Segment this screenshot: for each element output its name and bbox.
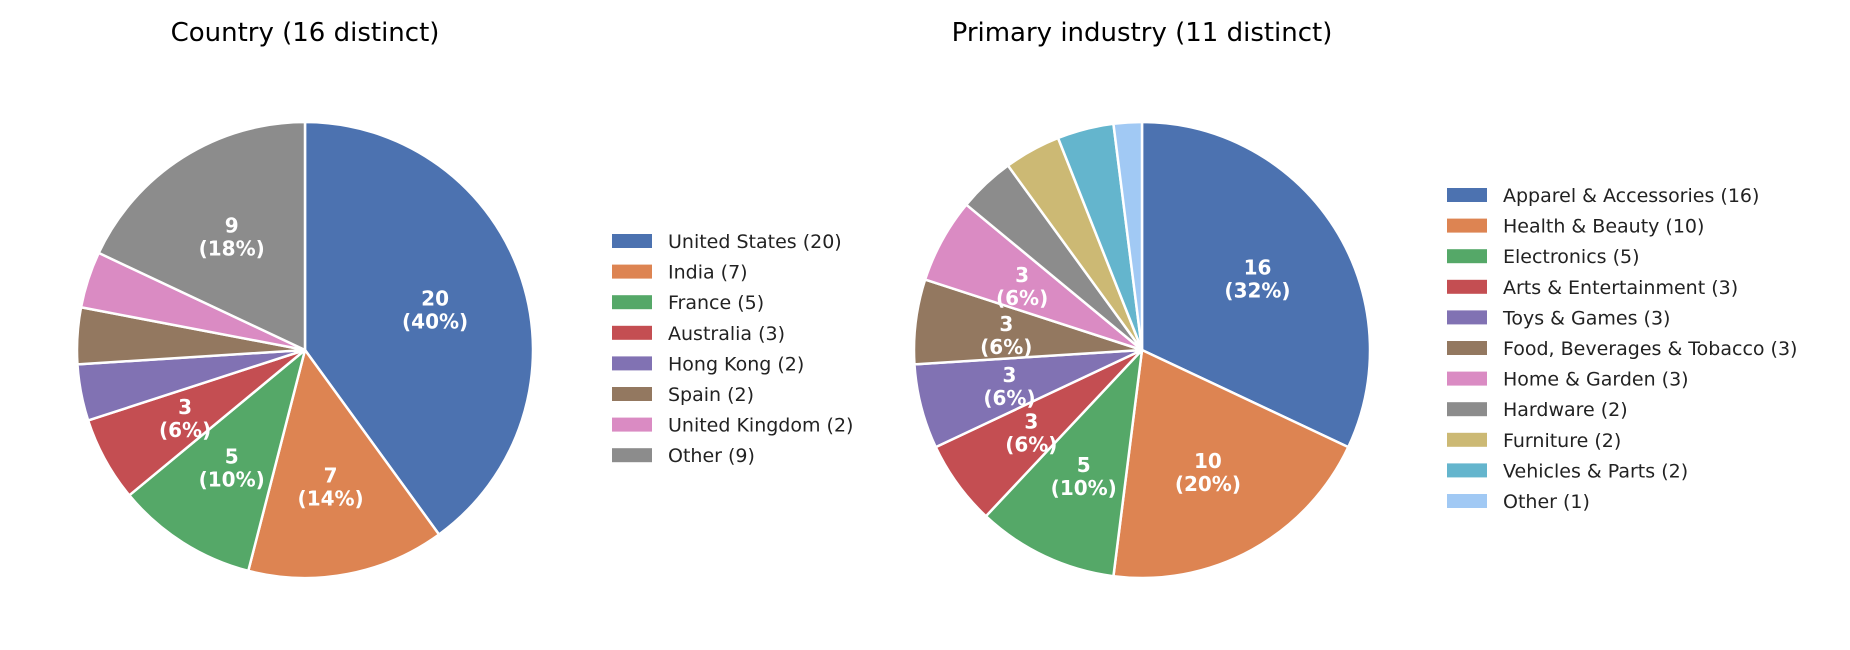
pie-slice (984, 348, 1144, 578)
slice-percent-label: (6%) (159, 418, 211, 442)
legend-label: United Kingdom (2) (668, 415, 853, 437)
legend-swatch (612, 295, 652, 310)
legend-label: Furniture (2) (1503, 430, 1621, 452)
slice-percent-label: (18%) (199, 236, 265, 260)
legend-swatch (1447, 463, 1487, 478)
slice-value-label: 3 (1024, 409, 1038, 433)
slice-percent-label: (6%) (983, 386, 1035, 410)
legend-label: Hardware (2) (1503, 399, 1628, 421)
slice-value-label: 5 (1077, 453, 1091, 477)
legend-swatch (1447, 279, 1487, 294)
slice-percent-label: (32%) (1224, 279, 1290, 303)
legend-label: Home & Garden (3) (1503, 369, 1689, 391)
slice-percent-label: (6%) (980, 335, 1032, 359)
slice-percent-label: (6%) (1005, 432, 1057, 456)
legend-swatch (1447, 188, 1487, 202)
slice-percent-label: (10%) (1051, 476, 1117, 500)
slice-value-label: 10 (1194, 449, 1222, 473)
legend-swatch (1447, 402, 1487, 417)
legend-swatch (1447, 432, 1487, 447)
legend-label: France (5) (668, 292, 764, 314)
slice-value-label: 7 (324, 463, 338, 487)
pie-slice (97, 120, 307, 352)
slice-percent-label: (20%) (1175, 472, 1241, 496)
legend-swatch (612, 325, 652, 340)
legend-swatch (1447, 371, 1487, 386)
slice-value-label: 9 (225, 213, 239, 237)
legend-swatch (1447, 494, 1487, 508)
legend-label: Other (1) (1503, 491, 1590, 513)
legend-label: Apparel & Accessories (16) (1503, 185, 1759, 207)
legend-label: Australia (3) (668, 323, 785, 345)
pie-slice (247, 348, 441, 580)
legend-label: India (7) (668, 262, 748, 284)
slice-value-label: 5 (225, 445, 239, 469)
legend-swatch (1447, 218, 1487, 233)
industry-legend: Apparel & Accessories (16) Health & Beaut… (1447, 185, 1797, 513)
legend-swatch (1447, 310, 1487, 325)
slice-value-label: 3 (178, 395, 192, 419)
country-chart-title: Country (16 distinct) (171, 18, 440, 48)
legend-label: Vehicles & Parts (2) (1503, 460, 1688, 482)
slice-percent-label: (14%) (298, 486, 364, 510)
slice-percent-label: (6%) (996, 286, 1048, 310)
industry-chart-title: Primary industry (11 distinct) (952, 18, 1333, 48)
slice-value-label: 3 (1015, 263, 1029, 287)
legend-label: Food, Beverages & Tobacco (3) (1503, 338, 1797, 360)
legend-swatch (612, 448, 652, 463)
slice-percent-label: (10%) (199, 468, 265, 492)
legend-label: Arts & Entertainment (3) (1503, 277, 1738, 299)
legend-label: Health & Beauty (10) (1503, 216, 1704, 238)
legend-label: Hong Kong (2) (668, 353, 804, 375)
legend-label: Electronics (5) (1503, 246, 1640, 268)
legend-label: United States (20) (668, 231, 842, 253)
pie-slice (1112, 120, 1144, 352)
slice-value-label: 20 (421, 287, 449, 311)
legend-swatch (1447, 341, 1487, 355)
pie-slice (1112, 348, 1350, 580)
pie-slice (128, 348, 307, 573)
legend-label: Spain (2) (668, 384, 754, 406)
slice-value-label: 16 (1244, 256, 1272, 280)
pie-slice (303, 120, 535, 536)
pie-slice (1140, 120, 1372, 449)
legend-swatch (612, 234, 652, 248)
legend-swatch (612, 387, 652, 401)
slice-percent-label: (40%) (402, 310, 468, 334)
legend-swatch (612, 356, 652, 371)
legend-label: Other (9) (668, 445, 755, 467)
legend-swatch (1447, 249, 1487, 264)
country-pie: 20(40%) 7(14%) 5(10%) 3(6%) 9(18%) (75, 120, 535, 580)
industry-pie: 16(32%)10(20%)5(10%)3(6%)3(6%)3(6%)3(6%) (912, 120, 1372, 580)
country-legend: United States (20) India (7) France (5) Aus… (612, 231, 853, 467)
legend-swatch (612, 417, 652, 432)
slice-value-label: 3 (1003, 363, 1017, 387)
legend-swatch (612, 264, 652, 279)
slice-value-label: 3 (999, 312, 1013, 336)
legend-label: Toys & Games (3) (1502, 307, 1670, 329)
